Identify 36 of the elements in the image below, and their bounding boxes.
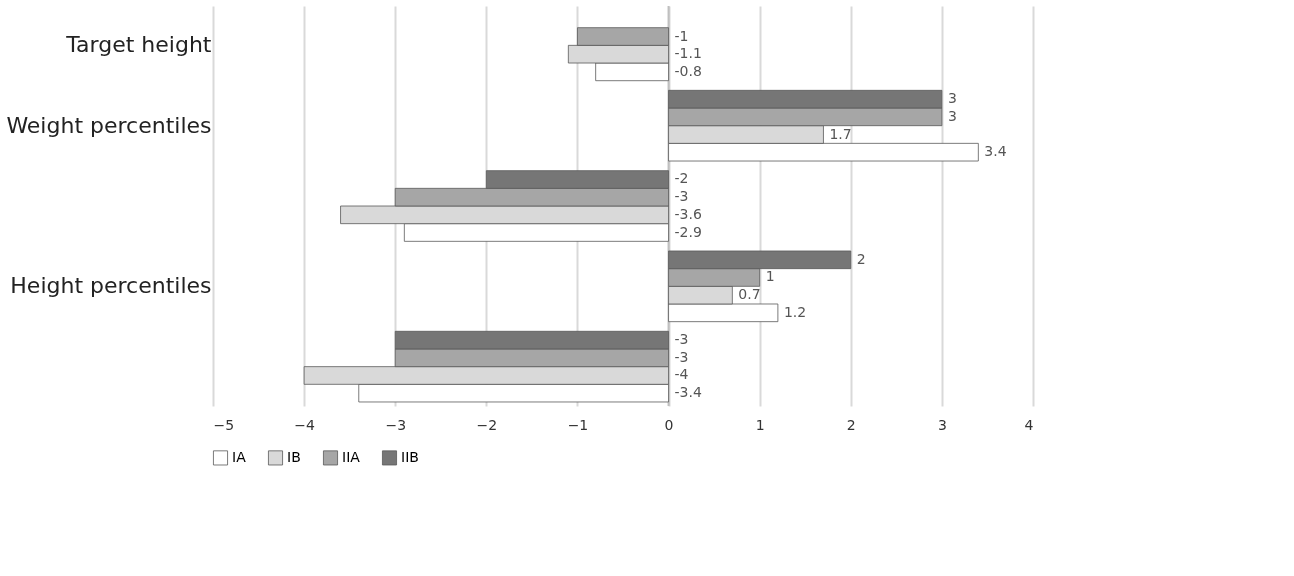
x-tick-label: −4 xyxy=(294,416,316,433)
data-label: 3.4 xyxy=(984,143,1007,160)
data-label: -3 xyxy=(674,331,689,348)
x-tick-label: −2 xyxy=(476,416,498,433)
data-label: 1.2 xyxy=(783,303,807,320)
data-label: -1.1 xyxy=(674,45,702,62)
data-label: 1.7 xyxy=(829,125,852,142)
data-label: -0.8 xyxy=(674,62,702,79)
data-label: -3.4 xyxy=(674,384,702,401)
legend-label: IIB xyxy=(401,448,419,465)
data-label: 0.7 xyxy=(738,286,761,303)
legend-label: IB xyxy=(287,448,301,465)
data-label: 3 xyxy=(947,90,957,107)
x-tick-label: −1 xyxy=(567,416,589,433)
x-tick-label: 0 xyxy=(664,416,674,433)
y-tick-label: Target height xyxy=(65,32,212,58)
x-tick-label: 1 xyxy=(755,416,765,433)
data-label: -3 xyxy=(674,188,689,205)
x-tick-label: −3 xyxy=(385,416,407,433)
x-tick-label: −5 xyxy=(213,416,235,433)
data-label: 3 xyxy=(947,107,957,124)
legend-label: IIA xyxy=(342,448,361,465)
x-tick-label: 3 xyxy=(937,416,947,433)
data-label: 1 xyxy=(765,268,775,285)
y-tick-label: Weight percentiles xyxy=(6,112,212,138)
data-label: -3 xyxy=(674,348,689,365)
y-tick-label: Height percentiles xyxy=(10,273,212,299)
legend-label: IA xyxy=(232,448,247,465)
data-label: -2.9 xyxy=(674,223,702,240)
data-label: -1 xyxy=(674,27,689,44)
data-label: -2 xyxy=(674,170,689,187)
data-label: -3.6 xyxy=(674,205,702,222)
data-label: 2 xyxy=(856,250,866,267)
x-tick-label: 4 xyxy=(1024,416,1034,433)
x-tick-label: 2 xyxy=(846,416,856,433)
data-label: -4 xyxy=(674,366,689,383)
